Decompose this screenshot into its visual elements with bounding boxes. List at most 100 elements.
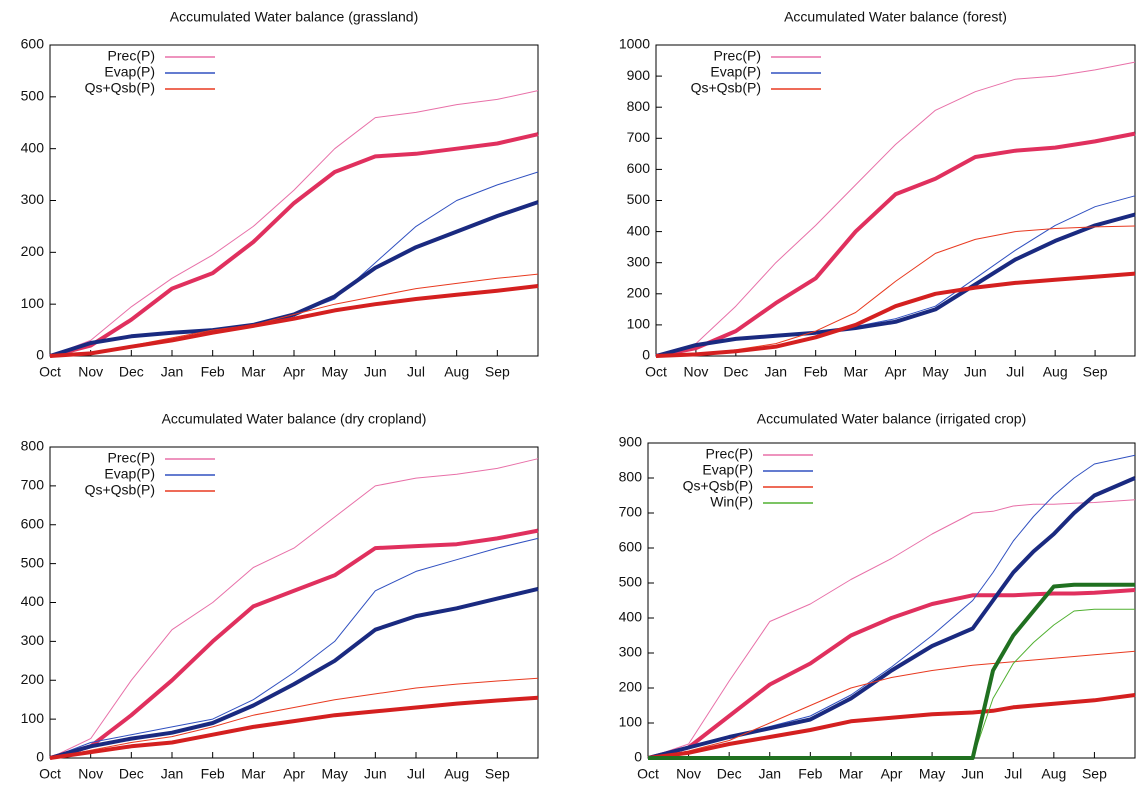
x-tick-label: Jan [161, 766, 184, 782]
x-tick-label: Jul [1006, 364, 1024, 380]
series-line [49, 200, 539, 358]
series-line [655, 131, 1136, 358]
y-tick-label: 100 [627, 316, 651, 332]
y-tick-label: 0 [36, 749, 44, 765]
x-tick-label: Feb [201, 364, 225, 380]
series-line [49, 171, 539, 357]
x-tick-label: Dec [717, 766, 742, 782]
y-tick-label: 500 [21, 88, 45, 104]
y-tick-label: 400 [627, 222, 651, 238]
x-tick-label: Aug [1043, 364, 1068, 380]
legend-label: Evap(P) [710, 64, 761, 80]
x-tick-label: Apr [881, 766, 903, 782]
legend-label: Prec(P) [108, 48, 155, 64]
legend-label: Qs+Qsb(P) [85, 80, 155, 96]
x-tick-label: Jul [407, 364, 425, 380]
x-tick-label: May [321, 766, 347, 782]
x-tick-label: Jun [964, 364, 987, 380]
y-tick-label: 900 [627, 67, 651, 83]
x-tick-label: Sep [1082, 766, 1107, 782]
x-tick-label: Feb [201, 766, 225, 782]
legend-label: Evap(P) [104, 466, 155, 482]
x-tick-label: Nov [676, 766, 701, 782]
legend-label: Qs+Qsb(P) [85, 482, 155, 498]
x-tick-label: Oct [637, 766, 659, 782]
legend-label: Prec(P) [714, 48, 761, 64]
chart-title: Accumulated Water balance (forest) [784, 9, 1007, 25]
x-tick-label: May [922, 364, 948, 380]
y-tick-label: 300 [627, 253, 651, 269]
series-line [655, 271, 1136, 358]
legend-label: Prec(P) [706, 446, 753, 462]
series-line [49, 695, 539, 760]
y-tick-label: 600 [21, 36, 45, 52]
x-tick-label: Feb [804, 364, 828, 380]
y-tick-label: 0 [642, 347, 650, 363]
x-tick-label: Jan [161, 364, 184, 380]
x-tick-label: Oct [645, 364, 667, 380]
y-tick-label: 200 [21, 671, 45, 687]
y-tick-label: 400 [21, 139, 45, 155]
x-tick-label: Apr [885, 364, 907, 380]
chart-title: Accumulated Water balance (grassland) [170, 9, 419, 25]
x-tick-label: Mar [241, 364, 265, 380]
x-tick-label: Mar [241, 766, 265, 782]
y-tick-label: 200 [627, 285, 651, 301]
x-tick-label: Jun [364, 364, 387, 380]
x-tick-label: Jun [364, 766, 387, 782]
x-tick-label: Mar [844, 364, 868, 380]
chart-title: Accumulated Water balance (irrigated cro… [757, 411, 1027, 427]
y-tick-label: 500 [627, 191, 651, 207]
y-tick-label: 700 [619, 504, 643, 520]
x-tick-label: Jul [1004, 766, 1022, 782]
x-tick-label: Oct [39, 364, 61, 380]
x-tick-label: May [919, 766, 945, 782]
y-tick-label: 400 [21, 593, 45, 609]
series-line [647, 588, 1136, 760]
y-tick-label: 600 [21, 515, 45, 531]
y-tick-label: 300 [21, 191, 45, 207]
x-tick-label: Jan [764, 364, 787, 380]
legend-label: Evap(P) [104, 64, 155, 80]
y-tick-label: 200 [21, 243, 45, 259]
x-tick-label: Sep [1083, 364, 1108, 380]
series-line [49, 284, 539, 358]
x-tick-label: Jan [758, 766, 781, 782]
x-tick-label: Feb [798, 766, 822, 782]
y-tick-label: 800 [619, 469, 643, 485]
series-line [49, 458, 539, 759]
series-line [647, 499, 1136, 759]
x-tick-label: Dec [119, 364, 144, 380]
x-tick-label: Sep [485, 364, 510, 380]
y-tick-label: 600 [627, 160, 651, 176]
y-tick-label: 900 [619, 434, 643, 450]
y-tick-label: 400 [619, 609, 643, 625]
x-tick-label: Apr [283, 364, 305, 380]
x-tick-label: Aug [1041, 766, 1066, 782]
y-tick-label: 700 [21, 477, 45, 493]
y-tick-label: 1000 [619, 36, 650, 52]
legend-label: Qs+Qsb(P) [691, 80, 761, 96]
legend-label: Win(P) [710, 494, 753, 510]
y-tick-label: 800 [21, 438, 45, 454]
x-tick-label: Nov [78, 364, 103, 380]
y-tick-label: 0 [36, 347, 44, 363]
series-line [655, 195, 1136, 357]
series-line [49, 586, 539, 760]
x-tick-label: Oct [39, 766, 61, 782]
series-line [49, 677, 539, 759]
series-line [655, 61, 1136, 357]
series-line [49, 132, 539, 358]
y-tick-label: 600 [619, 539, 643, 555]
series-line [49, 528, 539, 760]
y-tick-label: 300 [619, 644, 643, 660]
chart-title: Accumulated Water balance (dry cropland) [162, 411, 427, 427]
x-tick-label: Aug [444, 364, 469, 380]
y-tick-label: 500 [619, 574, 643, 590]
y-tick-label: 0 [634, 749, 642, 765]
series-line [647, 650, 1136, 759]
x-tick-label: Nov [78, 766, 103, 782]
y-tick-label: 200 [619, 679, 643, 695]
y-tick-label: 800 [627, 98, 651, 114]
